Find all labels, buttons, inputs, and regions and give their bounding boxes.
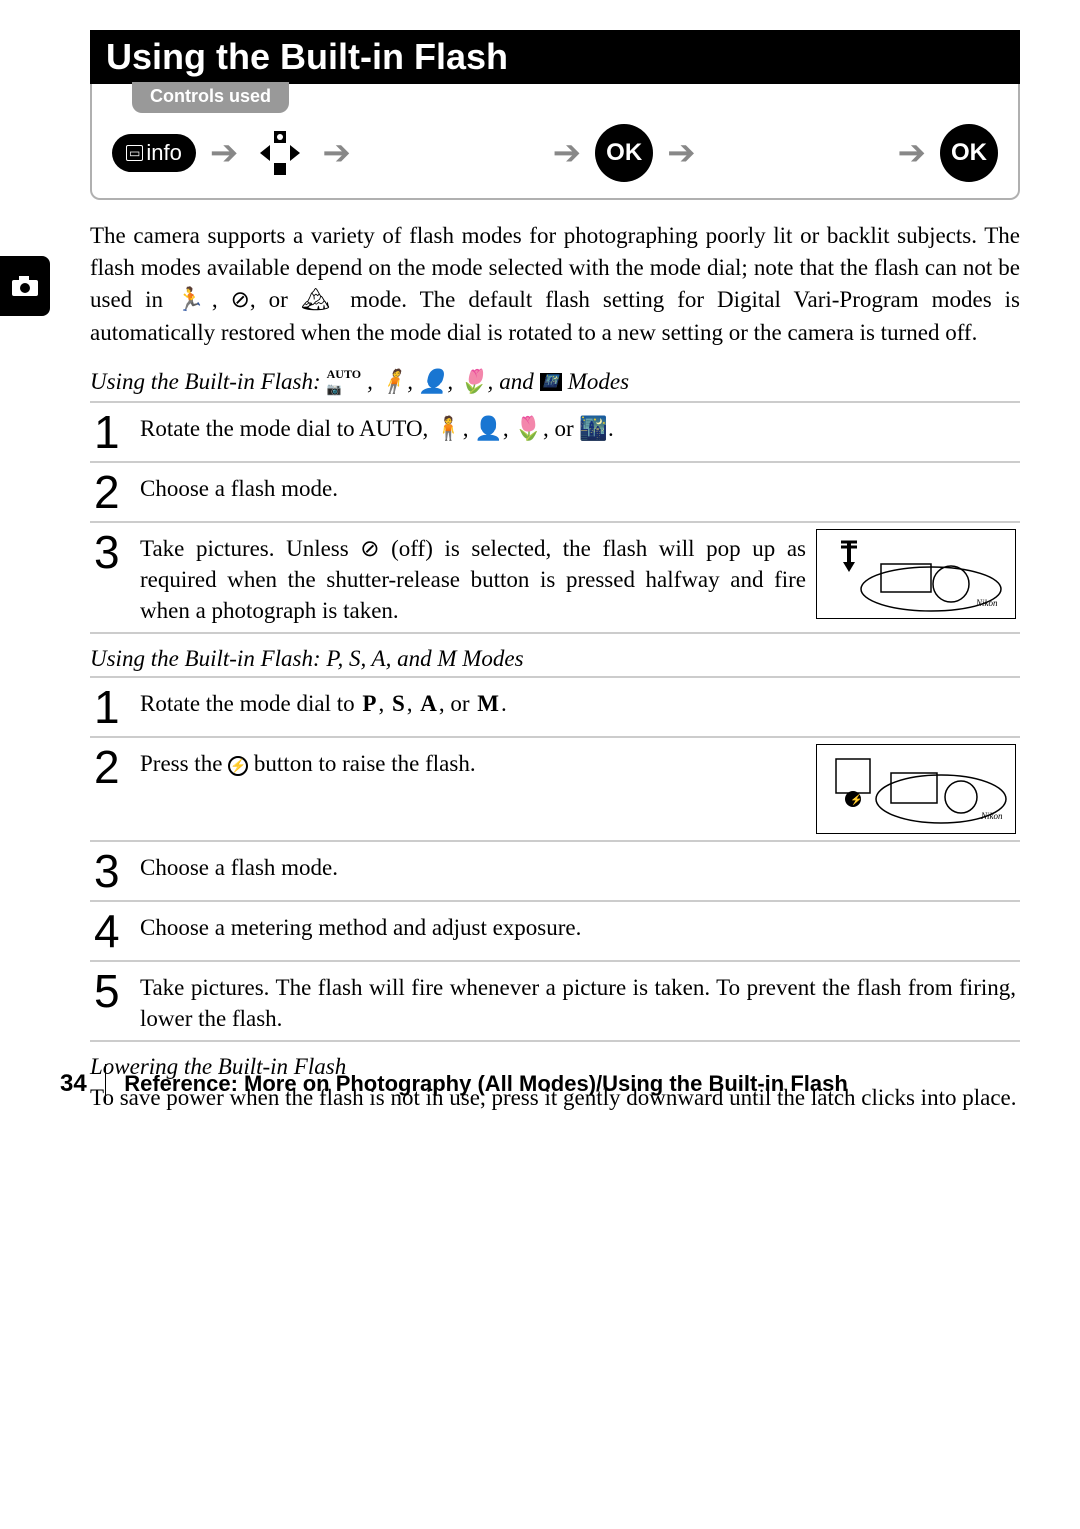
step-number: 5: [94, 968, 130, 1014]
step-row: 1 Rotate the mode dial to AUTO, 🧍, 👤, 🌷,…: [90, 401, 1020, 463]
arrow-icon: ➔: [322, 133, 351, 173]
step-number: 1: [94, 684, 130, 730]
step-number: 3: [94, 529, 130, 575]
footer-divider: [105, 1064, 107, 1104]
step-text: Take pictures. The flash will fire whene…: [140, 968, 1016, 1034]
ok-button-icon: OK: [595, 124, 653, 182]
intro-paragraph: The camera supports a variety of flash m…: [90, 220, 1020, 349]
page-title: Using the Built-in Flash: [106, 36, 508, 77]
mode-icons-row: AUTO📷 , 🧍, 👤, 🌷,: [327, 367, 494, 397]
ok-button-icon: OK: [940, 124, 998, 182]
step-row: 4 Choose a metering method and adjust ex…: [90, 900, 1020, 962]
controls-label-wrap: Controls used: [132, 82, 289, 113]
arrow-icon: ➔: [667, 133, 696, 173]
camera-illustration-flash-button: ⚡ Nikon: [816, 744, 1016, 834]
step-number: 3: [94, 848, 130, 894]
step-row: 2 Press the ⚡ button to raise the flash.…: [90, 736, 1020, 842]
step-row: 2 Choose a flash mode.: [90, 461, 1020, 523]
step-number: 2: [94, 469, 130, 515]
arrow-icon: ➔: [553, 133, 582, 173]
step-number: 4: [94, 908, 130, 954]
footer-breadcrumb: Reference: More on Photography (All Mode…: [124, 1071, 848, 1097]
step-text: Rotate the mode dial to AUTO, 🧍, 👤, 🌷, o…: [140, 409, 1016, 444]
arrow-icon: ➔: [898, 133, 927, 173]
step-text: Choose a metering method and adjust expo…: [140, 908, 1016, 943]
arrow-icon: ➔: [210, 133, 239, 173]
step-text: Choose a flash mode.: [140, 848, 1016, 883]
side-tab-camera: [0, 256, 50, 316]
section2-title: Using the Built-in Flash: P, S, A, and M…: [90, 646, 1020, 672]
step-row: 3 Choose a flash mode.: [90, 840, 1020, 902]
controls-label: Controls used: [150, 86, 271, 106]
flash-button-icon: ⚡: [228, 756, 248, 776]
step-text: Rotate the mode dial to P, S, A, or M.: [140, 684, 1016, 719]
step-text: Take pictures. Unless ⊘ (off) is selecte…: [140, 529, 806, 626]
step-text: Choose a flash mode.: [140, 469, 1016, 504]
controls-used-box: Controls used ▭ info ➔ ➔ ➔ OK ➔ ➔ OK: [90, 84, 1020, 200]
svg-text:⚡: ⚡: [850, 793, 862, 806]
dpad-icon: [252, 125, 308, 181]
camera-icon: [10, 274, 40, 298]
svg-text:Nikon: Nikon: [975, 598, 998, 608]
step-number: 1: [94, 409, 130, 455]
step-text: Press the ⚡ button to raise the flash.: [140, 744, 806, 779]
camera-illustration-popup: Nikon: [816, 529, 1016, 619]
step-row: 3 Take pictures. Unless ⊘ (off) is selec…: [90, 521, 1020, 634]
svg-text:Nikon: Nikon: [980, 811, 1003, 821]
step-row: 1 Rotate the mode dial to P, S, A, or M.: [90, 676, 1020, 738]
info-button-icon: ▭ info: [112, 134, 196, 172]
page-footer: 34 Reference: More on Photography (All M…: [60, 1064, 848, 1104]
page-title-bar: Using the Built-in Flash: [90, 30, 1020, 84]
step-row: 5 Take pictures. The flash will fire whe…: [90, 960, 1020, 1042]
controls-row: ▭ info ➔ ➔ ➔ OK ➔ ➔ OK: [112, 124, 998, 182]
section1-title: Using the Built-in Flash: AUTO📷 , 🧍, 👤, …: [90, 367, 1020, 397]
night-portrait-icon: 🌃: [540, 373, 562, 391]
step-number: 2: [94, 744, 130, 790]
page-number: 34: [60, 1070, 87, 1098]
